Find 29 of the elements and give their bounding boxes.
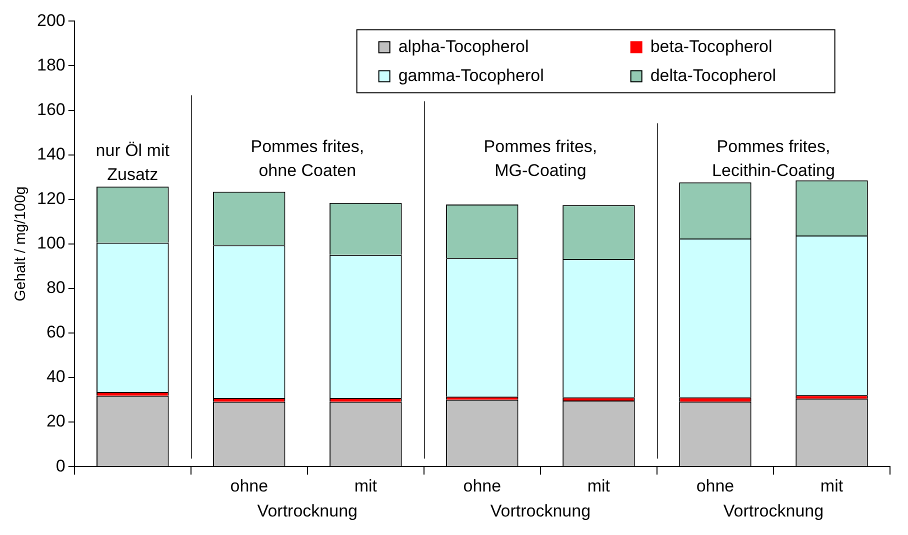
x-tick-label: mit [587, 476, 610, 496]
text: Vortrocknung [723, 501, 824, 520]
y-tick-label: 0 [56, 456, 66, 476]
x-tick-label: ohne [696, 476, 734, 496]
y-tick-label: 20 [46, 412, 66, 431]
legend-label: alpha-Tocopherol [398, 36, 529, 56]
y-tick-label: 120 [36, 189, 66, 208]
text: Vortrocknung [490, 501, 591, 520]
x-tick-label: ohne [463, 476, 502, 496]
annotation: Pommes frites, Lecithin-Coating [712, 136, 835, 180]
x-tick-label: ohne [230, 476, 268, 496]
annotation: nur Öl mit Zusatz [96, 140, 170, 184]
y-tick-label: 100 [36, 234, 66, 253]
x-tick-label: mit [354, 476, 378, 496]
legend-label: gamma-Tocopherol [398, 66, 544, 85]
y-tick-label: 80 [46, 278, 66, 298]
y-tick-label: 40 [46, 367, 66, 386]
y-tick-label: 180 [36, 55, 66, 74]
y-tick-label: 60 [46, 322, 66, 342]
annotation: Pommes frites, MG-Coating [484, 136, 598, 180]
legend-label: beta-Tocopherol [650, 36, 772, 56]
y-tick-label: 160 [36, 100, 66, 119]
y-tick-label: 200 [36, 10, 66, 30]
y-axis-title: Gehalt / mg/100g [12, 186, 30, 302]
annotation: Pommes frites, ohne Coaten [250, 136, 364, 180]
text: Vortrocknung [257, 501, 358, 520]
x-tick-label: mit [820, 476, 844, 496]
legend-label: delta-Tocopherol [650, 66, 776, 85]
y-tick-label: 140 [36, 144, 66, 164]
